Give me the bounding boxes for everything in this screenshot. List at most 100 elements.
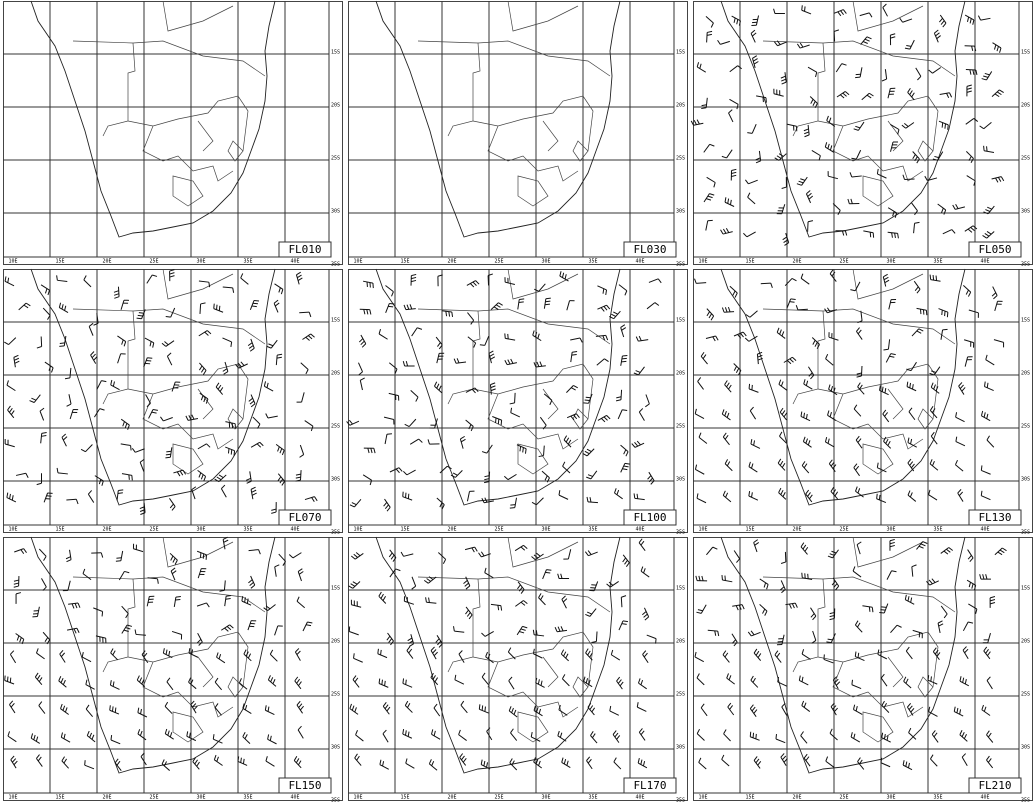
lon-label: 40E: [635, 527, 644, 533]
barb-flag: [388, 306, 393, 307]
lon-label: 20E: [102, 527, 111, 533]
barb-flag: [872, 607, 873, 612]
lat-label: 15S: [1021, 586, 1030, 592]
lon-label: 35E: [933, 259, 942, 265]
map-panel: 15S20S25S30S35S10E15E20E25E30E35E40EFL03…: [348, 1, 688, 268]
barb-flag: [572, 355, 577, 356]
level-label: FL030: [633, 243, 666, 256]
barb-flag: [213, 734, 214, 739]
barb-flag: [253, 303, 258, 304]
lon-label: 10E: [8, 527, 17, 533]
lon-label: 35E: [933, 795, 942, 801]
barb-staff: [724, 312, 734, 313]
barb-flag: [546, 570, 551, 571]
lon-label: 20E: [102, 795, 111, 801]
map-panel: 15S20S25S30S35S10E15E20E25E30E35E40EFL13…: [693, 269, 1033, 536]
barb-flag: [879, 495, 880, 500]
level-label: FL050: [978, 243, 1011, 256]
barb-flag: [948, 125, 949, 130]
lat-label: 20S: [676, 371, 685, 377]
lon-label: 20E: [792, 259, 801, 265]
lon-label: 40E: [290, 527, 299, 533]
lon-label: 25E: [149, 259, 158, 265]
lon-label: 30E: [196, 527, 205, 533]
lat-label: 15S: [1021, 50, 1030, 56]
barb-flag: [226, 596, 231, 597]
barb-flag: [59, 346, 64, 347]
lat-label: 30S: [331, 477, 340, 483]
barb-flag: [165, 457, 170, 458]
barb-staff: [966, 69, 976, 70]
barb-flag: [403, 678, 404, 683]
barb-flag: [137, 318, 142, 319]
barb-flag: [802, 5, 803, 10]
level-label: FL130: [978, 511, 1011, 524]
lon-label: 40E: [635, 259, 644, 265]
lon-label: 10E: [353, 527, 362, 533]
lon-label: 30E: [541, 259, 550, 265]
lon-label: 35E: [588, 259, 597, 265]
lon-label: 10E: [8, 259, 17, 265]
lon-label: 10E: [353, 795, 362, 801]
barb-flag: [226, 599, 231, 600]
lat-label: 15S: [676, 318, 685, 324]
lon-label: 40E: [290, 795, 299, 801]
lat-label: 35S: [1021, 262, 1030, 268]
lat-label: 30S: [676, 745, 685, 751]
barb-flag: [243, 759, 244, 764]
lat-label: 35S: [676, 798, 685, 804]
lat-label: 35S: [1021, 798, 1030, 804]
barb-flag: [634, 493, 635, 498]
lat-label: 15S: [1021, 318, 1030, 324]
lon-label: 15E: [55, 259, 64, 265]
lat-label: 15S: [676, 50, 685, 56]
lat-label: 35S: [676, 262, 685, 268]
barb-staff: [761, 283, 771, 284]
lat-label: 25S: [1021, 692, 1030, 698]
barb-flag: [943, 329, 948, 330]
lat-label: 25S: [676, 424, 685, 430]
barb-flag: [637, 494, 638, 499]
lon-label: 25E: [839, 795, 848, 801]
lat-label: 35S: [331, 798, 340, 804]
barb-flag: [115, 708, 116, 713]
lat-label: 20S: [676, 103, 685, 109]
panel-frame: [694, 538, 1033, 801]
level-label: FL100: [633, 511, 666, 524]
lat-label: 20S: [331, 639, 340, 645]
lat-label: 15S: [331, 50, 340, 56]
lat-label: 25S: [331, 424, 340, 430]
lat-label: 20S: [1021, 371, 1030, 377]
lat-label: 35S: [1021, 530, 1030, 536]
barb-flag: [480, 345, 485, 346]
lon-label: 15E: [55, 527, 64, 533]
lon-label: 10E: [698, 795, 707, 801]
barb-staff: [200, 304, 201, 314]
barb-staff: [621, 597, 622, 607]
barb-flag: [252, 306, 257, 307]
lat-label: 25S: [1021, 156, 1030, 162]
barb-flag: [241, 758, 242, 763]
lon-label: 10E: [698, 259, 707, 265]
barb-staff: [489, 472, 490, 482]
map-panel: 15S20S25S30S35S10E15E20E25E30E35E40EFL07…: [3, 269, 343, 536]
map-panel: 15S20S25S30S35S10E15E20E25E30E35E40EFL01…: [3, 1, 343, 268]
lon-label: 30E: [541, 527, 550, 533]
barb-staff: [299, 312, 309, 313]
lon-label: 20E: [102, 259, 111, 265]
barb-staff: [861, 366, 862, 376]
lat-label: 30S: [1021, 477, 1030, 483]
barb-flag: [545, 304, 550, 305]
barb-flag: [933, 275, 934, 280]
lat-label: 35S: [331, 530, 340, 536]
barb-flag: [479, 704, 480, 709]
barb-flag: [622, 624, 627, 625]
lon-label: 40E: [980, 527, 989, 533]
barb-flag: [881, 758, 882, 763]
barb-flag: [525, 449, 526, 454]
lon-label: 20E: [792, 795, 801, 801]
lat-label: 20S: [1021, 103, 1030, 109]
barb-flag: [930, 275, 931, 280]
lon-label: 20E: [447, 259, 456, 265]
lon-label: 15E: [400, 527, 409, 533]
